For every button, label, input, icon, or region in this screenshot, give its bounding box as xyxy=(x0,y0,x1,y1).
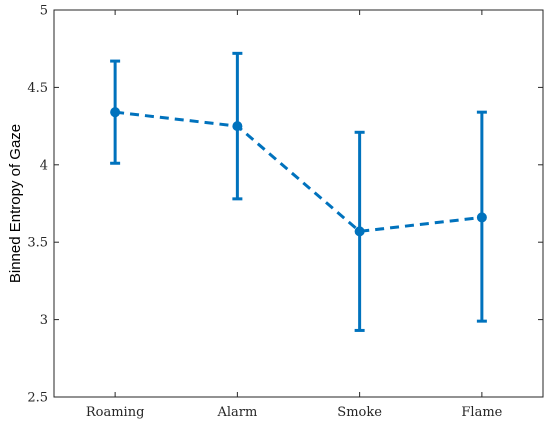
y-tick-label: 3.5 xyxy=(27,236,48,251)
plot-area xyxy=(53,9,544,398)
x-tick-label: Alarm xyxy=(216,405,257,420)
y-tick-label: 4 xyxy=(40,158,48,173)
x-axis: Roaming Alarm Smoke Flame xyxy=(86,10,503,420)
data-point xyxy=(476,212,487,223)
y-axis: 2.5 3 3.5 4 4.5 5 xyxy=(27,4,543,406)
y-tick-label: 2.5 xyxy=(27,391,48,406)
series-layer xyxy=(110,51,487,332)
y-tick-label: 3 xyxy=(40,313,48,328)
data-point xyxy=(232,121,243,132)
data-point xyxy=(354,226,365,237)
y-tick-label: 5 xyxy=(40,4,48,19)
x-tick-label: Flame xyxy=(461,405,502,420)
x-tick-label: Roaming xyxy=(86,405,145,420)
y-axis-label: Binned Entropy of Gaze xyxy=(7,124,24,283)
x-tick-label: Smoke xyxy=(337,405,382,420)
data-point xyxy=(110,107,121,118)
series-line xyxy=(114,110,483,233)
y-tick-label: 4.5 xyxy=(27,81,48,96)
